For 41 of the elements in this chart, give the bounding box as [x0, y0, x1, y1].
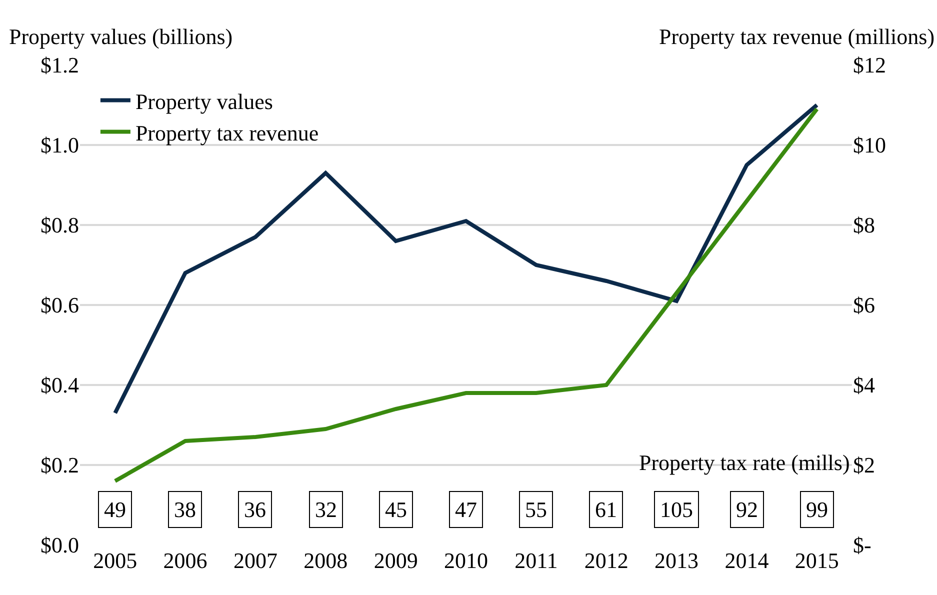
y-tick-label: $0.4	[40, 372, 79, 398]
y2-tick-label: $2	[853, 452, 875, 478]
y-tick-label: $0.2	[40, 452, 79, 478]
y2-tick-label: $12	[853, 52, 886, 78]
y-tick-label: $0.8	[40, 212, 79, 238]
annotation: 47	[455, 497, 477, 522]
x-tick-label: 2011	[514, 548, 558, 573]
x-tick-label: 2014	[724, 548, 769, 573]
annotation: Property tax rate (mills)	[639, 450, 850, 475]
x-tick-label: 2009	[374, 548, 418, 573]
x-tick-label: 2015	[794, 548, 839, 573]
x-tick-label: 2010	[444, 548, 488, 573]
y-tick-label: $1.2	[40, 52, 79, 78]
y-tick-label: $1.0	[40, 132, 79, 158]
x-tick-label: 2006	[163, 548, 208, 573]
y2-tick-label: $-	[853, 532, 872, 558]
legend-label: Property tax revenue	[135, 120, 319, 146]
annotation: 49	[104, 497, 126, 522]
y-tick-label: $0.0	[40, 532, 79, 558]
y2-tick-label: $6	[853, 292, 875, 318]
y-axis-title: Property values (billions)	[9, 24, 233, 49]
y-tick-label: $0.6	[40, 292, 79, 318]
annotation: 32	[315, 497, 337, 522]
annotation: 61	[595, 497, 617, 522]
y2-axis-title: Property tax revenue (millions)	[659, 24, 935, 49]
x-tick-label: 2007	[233, 548, 278, 573]
annotation: 105	[660, 497, 693, 522]
annotation: 92	[736, 497, 758, 522]
annotation: 99	[806, 497, 828, 522]
annotation: 36	[244, 497, 266, 522]
x-tick-label: 2013	[654, 548, 699, 573]
y2-tick-label: $4	[853, 372, 875, 398]
annotation: 55	[525, 497, 547, 522]
x-tick-label: 2012	[584, 548, 628, 573]
y2-tick-label: $8	[853, 212, 875, 238]
x-tick-label: 2005	[93, 548, 138, 573]
annotation: 38	[174, 497, 196, 522]
annotation: 45	[385, 497, 407, 522]
x-tick-label: 2008	[304, 548, 348, 573]
legend-label: Property values	[135, 88, 273, 114]
y2-tick-label: $10	[853, 132, 886, 158]
